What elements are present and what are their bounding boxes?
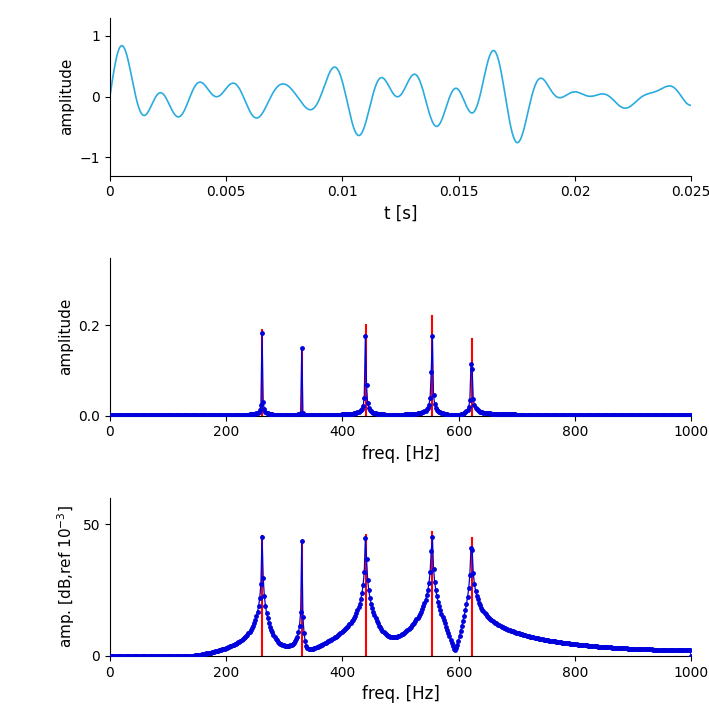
X-axis label: freq. [Hz]: freq. [Hz]: [362, 445, 440, 463]
X-axis label: freq. [Hz]: freq. [Hz]: [362, 685, 440, 703]
Y-axis label: amplitude: amplitude: [59, 58, 74, 135]
Y-axis label: amplitude: amplitude: [57, 298, 73, 376]
X-axis label: t [s]: t [s]: [384, 205, 418, 223]
Y-axis label: amp. [dB,ref 10$^{-3}$]: amp. [dB,ref 10$^{-3}$]: [55, 506, 77, 648]
